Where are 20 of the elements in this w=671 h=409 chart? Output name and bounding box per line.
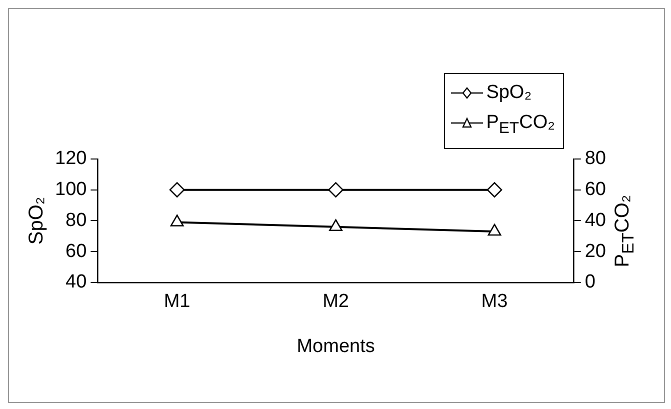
y-tick-label: 120 bbox=[55, 148, 87, 170]
point bbox=[488, 224, 502, 236]
y2-tick-label: 40 bbox=[584, 210, 606, 231]
legend-label: SpO₂ bbox=[486, 82, 532, 103]
y2-tick-label: 20 bbox=[584, 240, 606, 262]
y-tick-label: 80 bbox=[66, 210, 87, 231]
x-tick-label: M2 bbox=[322, 291, 349, 312]
y-axis-title: SpO₂ bbox=[26, 196, 48, 245]
x-tick-label: M1 bbox=[164, 291, 190, 312]
legend-label: P$_{ET}$CO₂ bbox=[486, 112, 555, 137]
y-tick-label: 40 bbox=[66, 272, 87, 293]
y-tick-label: 60 bbox=[66, 240, 87, 262]
y2-tick-label: 60 bbox=[584, 179, 606, 200]
y2-tick-label: 0 bbox=[584, 272, 596, 293]
point bbox=[170, 214, 184, 226]
x-axis-title: Moments bbox=[296, 336, 375, 357]
x-tick-label: M3 bbox=[481, 291, 508, 312]
y2-tick-label: 80 bbox=[584, 148, 606, 170]
point bbox=[329, 219, 342, 232]
y-tick-label: 100 bbox=[55, 179, 87, 200]
